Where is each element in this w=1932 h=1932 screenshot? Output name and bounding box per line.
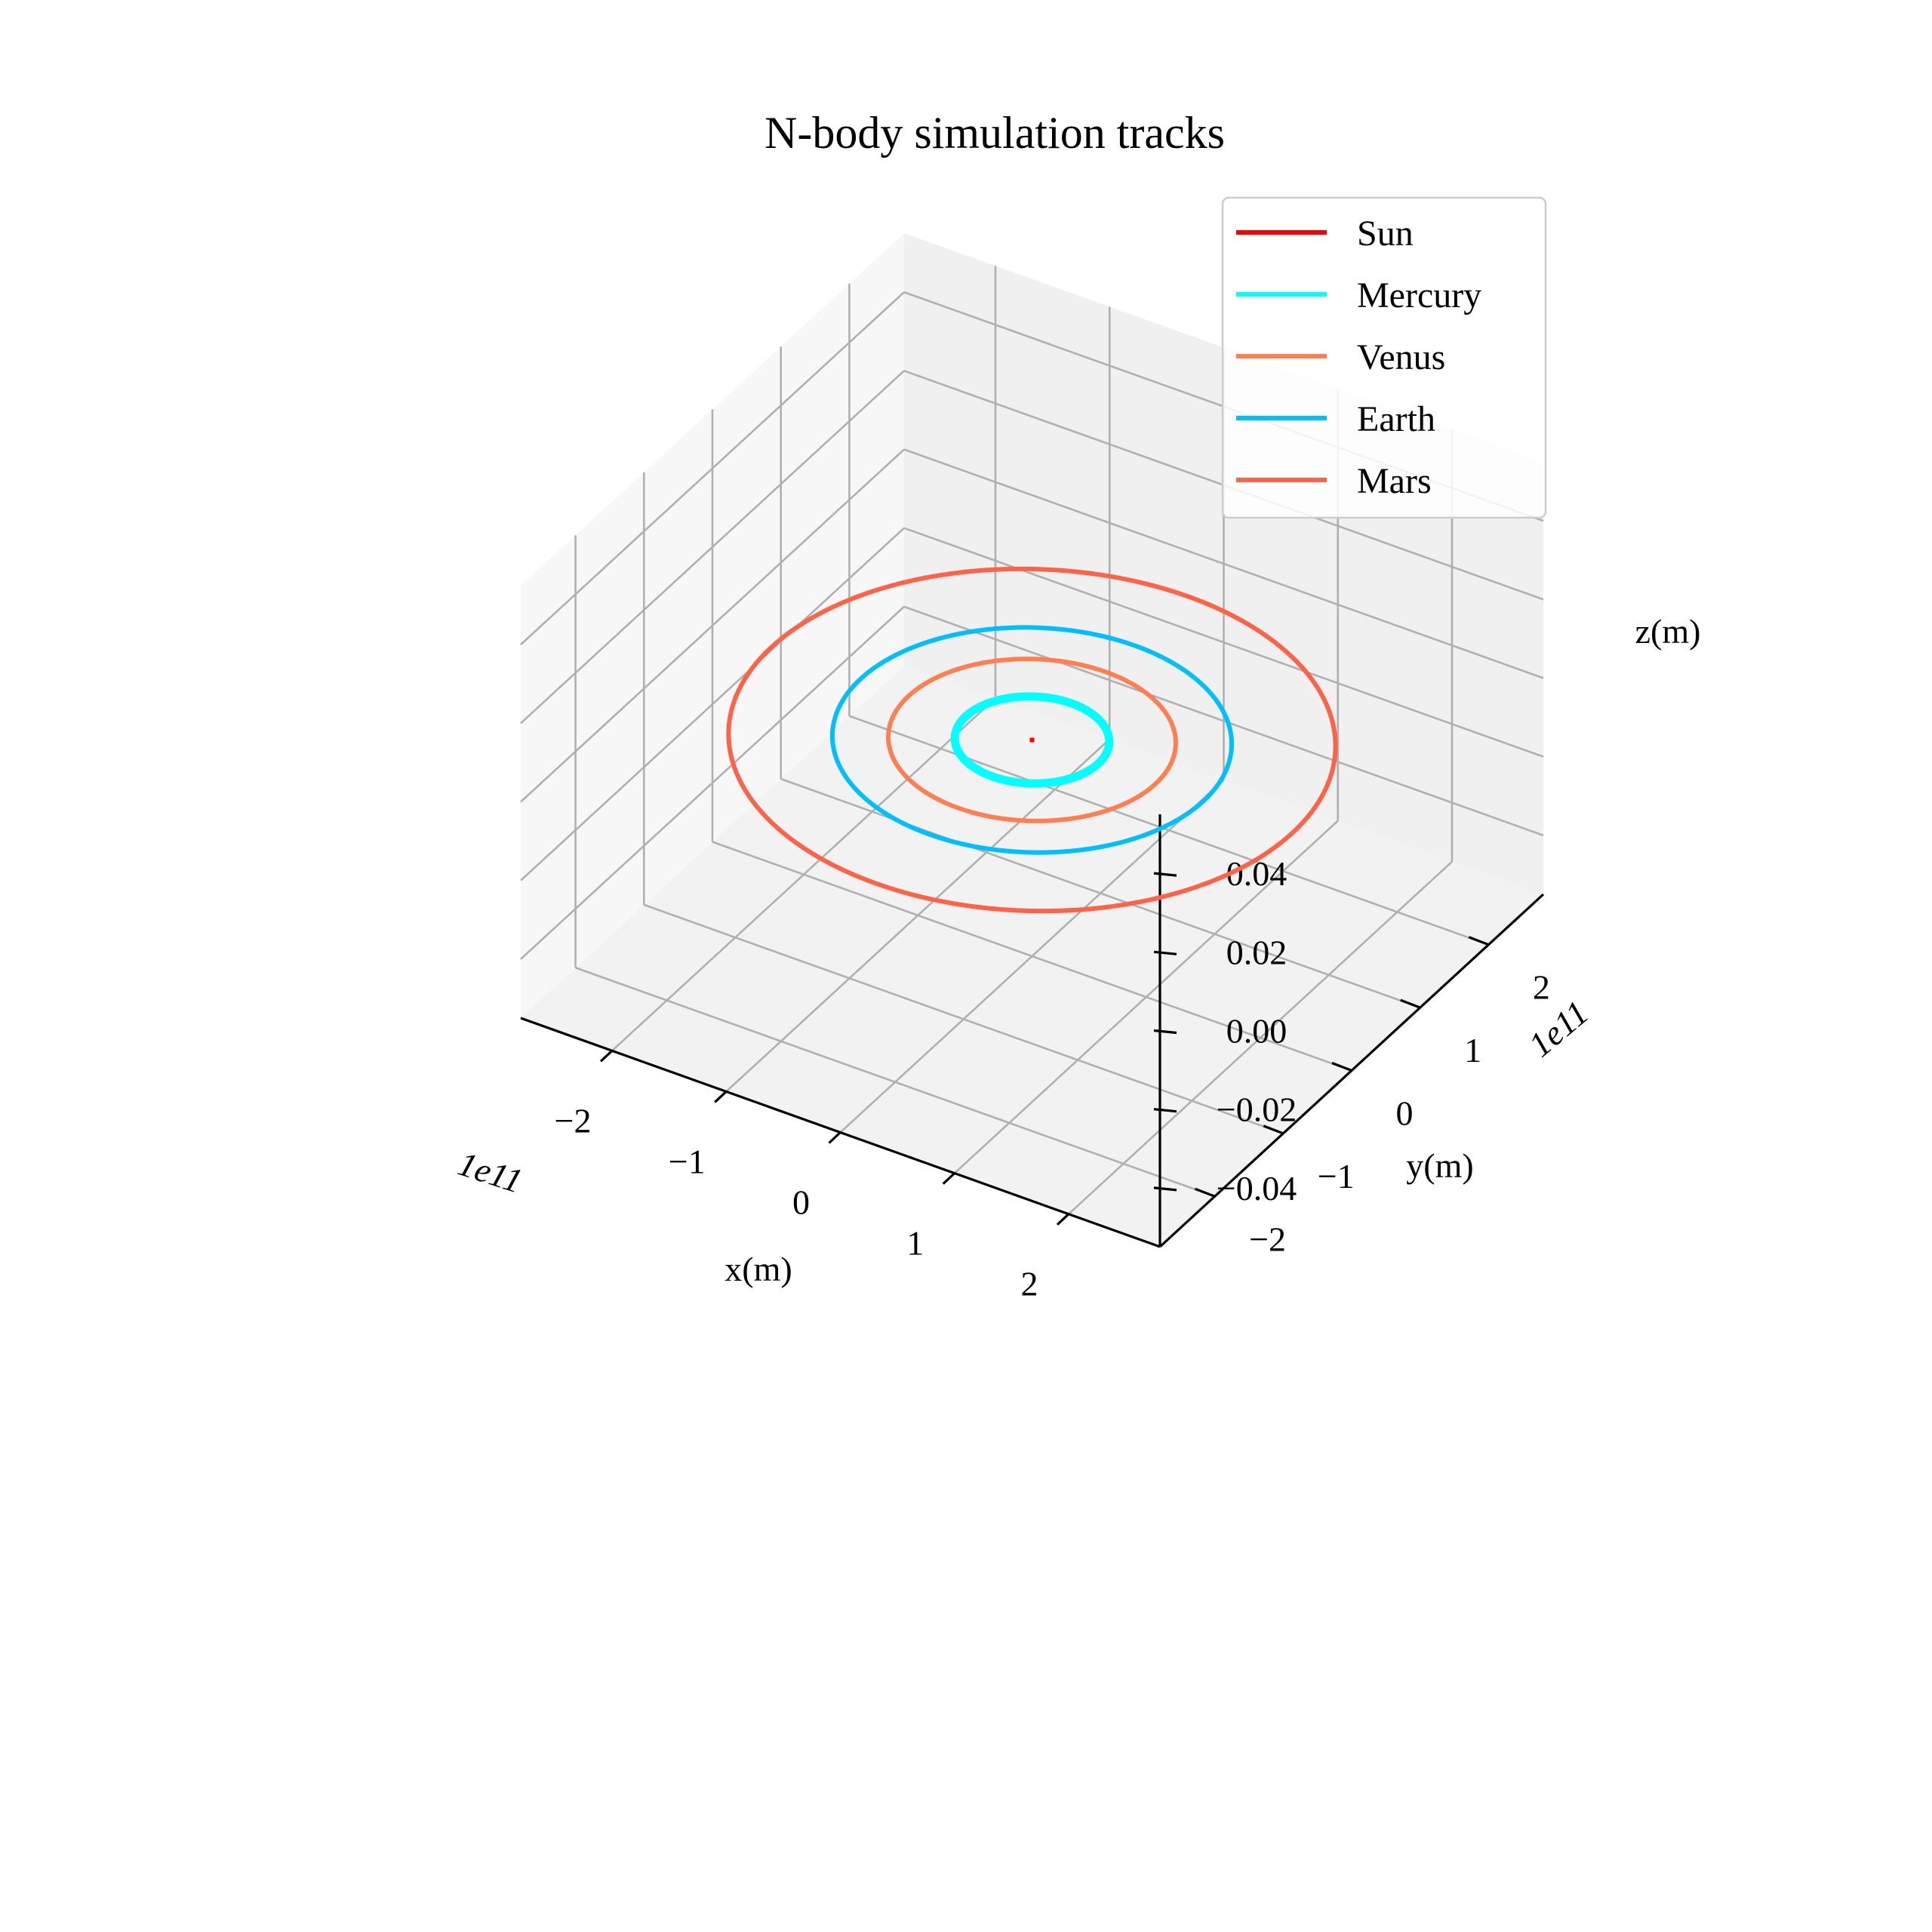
y-tick bbox=[1468, 936, 1490, 946]
x-tick bbox=[714, 1091, 728, 1103]
z-tick-label: 0.02 bbox=[1226, 933, 1287, 971]
x-tick bbox=[942, 1172, 955, 1185]
chart-title: N-body simulation tracks bbox=[764, 108, 1225, 158]
y-tick-label: 2 bbox=[1533, 968, 1550, 1007]
grid-line-z-left bbox=[520, 527, 905, 881]
z-tick-label: −0.04 bbox=[1217, 1169, 1297, 1208]
legend: Sun Mercury Venus Earth Mars bbox=[1221, 196, 1547, 519]
legend-label: Earth bbox=[1357, 399, 1435, 439]
x-offset-label: 1e11 bbox=[454, 1144, 528, 1201]
y-tick bbox=[1263, 1124, 1284, 1135]
grid-line-z-back bbox=[903, 448, 1544, 679]
series-lines bbox=[726, 566, 1338, 914]
z-tick bbox=[1153, 1186, 1177, 1192]
z-tick bbox=[1153, 872, 1177, 877]
z-axis-title: z(m) bbox=[1635, 612, 1701, 651]
grid-line-z-back bbox=[903, 527, 1544, 758]
y-axis-title: y(m) bbox=[1406, 1146, 1473, 1185]
grid-line-y-floor bbox=[712, 841, 1352, 1072]
z-tick-label: 0.00 bbox=[1226, 1012, 1287, 1051]
z-tick bbox=[1153, 1108, 1177, 1113]
x-tick-label: −2 bbox=[555, 1101, 592, 1140]
y-tick bbox=[1331, 1062, 1352, 1072]
x-tick bbox=[599, 1050, 614, 1063]
y-tick-label: −1 bbox=[1318, 1157, 1355, 1195]
x-tick-label: −1 bbox=[669, 1142, 706, 1180]
axis-lines bbox=[520, 814, 1545, 1248]
grid-line-z-left bbox=[520, 605, 905, 960]
y-tick bbox=[1400, 998, 1421, 1009]
x-tick-label: 0 bbox=[792, 1183, 810, 1222]
z-tick bbox=[1153, 950, 1177, 955]
legend-label: Mars bbox=[1357, 461, 1432, 501]
y-tick-label: 1 bbox=[1464, 1031, 1481, 1069]
grid-line-z-left bbox=[520, 370, 905, 724]
y-tick bbox=[1194, 1187, 1216, 1198]
x-tick bbox=[1056, 1213, 1070, 1226]
series-mercury bbox=[950, 692, 1114, 788]
x-tick-label: 2 bbox=[1021, 1265, 1038, 1303]
x-axis-title: x(m) bbox=[724, 1250, 792, 1288]
series-sun bbox=[1029, 737, 1035, 743]
legend-frame bbox=[1221, 196, 1547, 519]
x-tick-label: 1 bbox=[906, 1224, 924, 1263]
legend-label: Venus bbox=[1357, 337, 1445, 377]
grid-line-z-left bbox=[520, 291, 905, 646]
y-tick-label: −2 bbox=[1249, 1220, 1286, 1258]
grid-line-y-floor bbox=[643, 903, 1284, 1135]
y-tick-label: 0 bbox=[1396, 1094, 1414, 1133]
legend-label: Mercury bbox=[1357, 275, 1481, 315]
legend-label: Sun bbox=[1357, 214, 1414, 254]
grid-line-y-floor bbox=[575, 967, 1216, 1198]
z-tick bbox=[1153, 1029, 1177, 1035]
grid-line-z-left bbox=[520, 448, 905, 803]
grid-line-z-back bbox=[903, 605, 1544, 837]
z-tick-label: −0.02 bbox=[1217, 1091, 1297, 1129]
series-mars bbox=[726, 566, 1338, 914]
series-venus bbox=[886, 657, 1178, 823]
series-earth bbox=[829, 625, 1235, 855]
x-tick bbox=[828, 1131, 841, 1144]
